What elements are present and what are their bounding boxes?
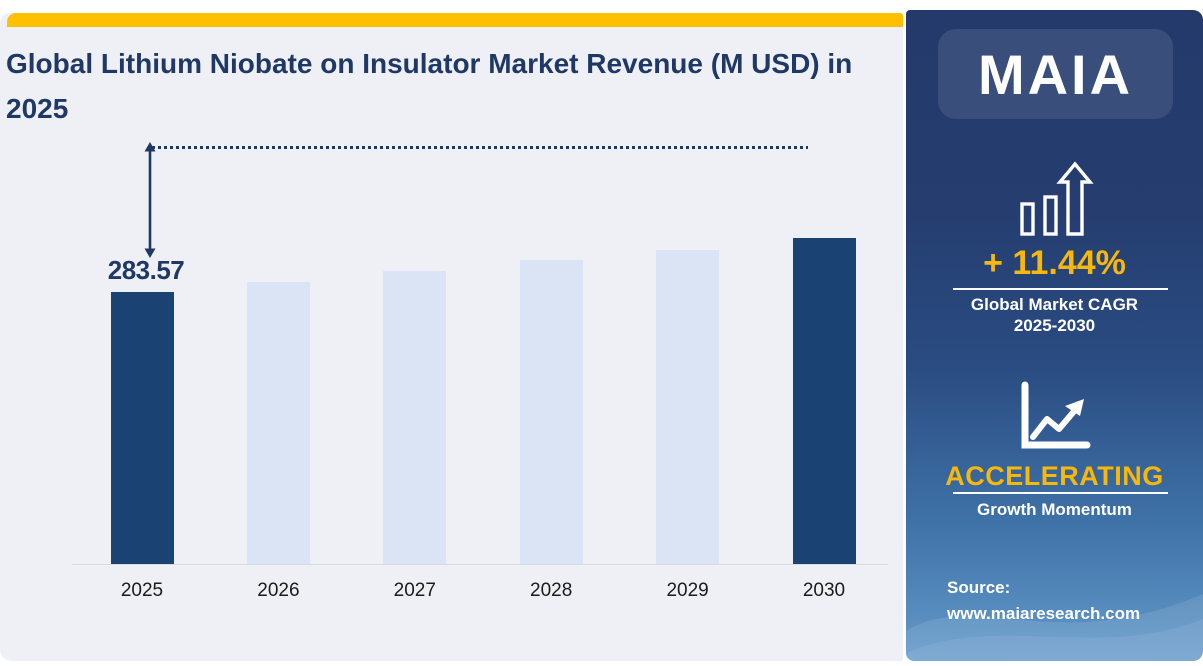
chart-title: Global Lithium Niobate on Insulator Mark… xyxy=(6,48,853,124)
logo-text: MAIA xyxy=(977,42,1134,106)
cagr-value: + 11.44% xyxy=(983,244,1126,282)
cagr-caption-line1: Global Market CAGR xyxy=(970,295,1139,314)
bar-2030 xyxy=(792,238,856,564)
trend-line-icon xyxy=(1021,381,1091,449)
momentum-caption: Growth Momentum xyxy=(977,500,1132,519)
double-arrow-icon xyxy=(144,142,156,258)
momentum-value: ACCELERATING xyxy=(945,461,1164,491)
x-tick-2027: 2027 xyxy=(393,580,436,601)
growth-bars-arrow-icon xyxy=(1020,161,1094,236)
brand-sidebar: MAIA + 11.44% Global Market CAGR 2025-20… xyxy=(906,10,1203,661)
cagr-caption-line2: 2025-2030 xyxy=(1013,316,1096,335)
wave-decoration xyxy=(906,594,1203,661)
top-accent-bar xyxy=(7,13,903,27)
x-tick-2030: 2030 xyxy=(802,580,846,601)
source-block: Source: www.maiaresearch.com xyxy=(947,575,1140,628)
source-label: Source: xyxy=(947,578,1011,597)
data-label-2025: 283.57 xyxy=(107,255,185,285)
bar-2029 xyxy=(656,250,720,564)
x-tick-2025: 2025 xyxy=(120,580,164,601)
reference-dotted-line xyxy=(152,146,808,149)
bar-2028 xyxy=(519,260,583,564)
x-axis-line xyxy=(72,564,888,565)
divider-line xyxy=(953,492,1168,494)
bar-2027 xyxy=(383,271,447,564)
logo-box: MAIA xyxy=(938,29,1173,119)
x-tick-2028: 2028 xyxy=(530,580,573,601)
x-tick-2029: 2029 xyxy=(666,580,709,601)
divider-line xyxy=(953,288,1168,290)
bar-2026 xyxy=(246,282,310,564)
bar-2025 xyxy=(110,292,174,564)
source-url: www.maiaresearch.com xyxy=(947,604,1141,624)
x-tick-2026: 2026 xyxy=(257,580,300,601)
